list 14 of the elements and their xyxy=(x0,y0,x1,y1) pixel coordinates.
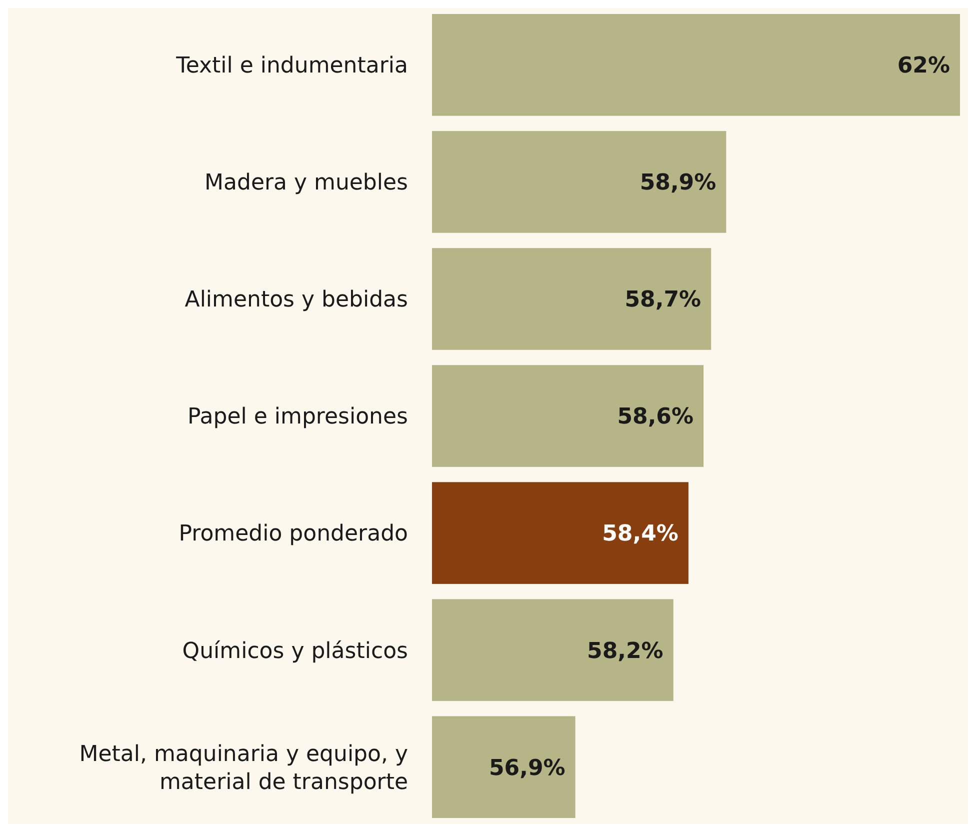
y-tick-label: Papel e impresiones xyxy=(188,404,408,430)
data-label: 58,6% xyxy=(617,404,694,430)
data-label: 58,4% xyxy=(602,522,678,547)
data-label: 62% xyxy=(897,54,950,79)
y-tick-label: Alimentos y bebidas xyxy=(184,288,408,313)
y-tick-label: Textil e indumentaria xyxy=(175,54,408,79)
data-label: 58,7% xyxy=(624,288,702,313)
data-label: 56,9% xyxy=(488,756,566,781)
y-tick-label: Madera y muebles xyxy=(204,170,408,196)
y-tick-label: Químicos y plásticos xyxy=(182,638,408,664)
data-label: 58,2% xyxy=(587,638,664,664)
y-tick-label: Promedio ponderado xyxy=(178,522,408,547)
data-label: 58,9% xyxy=(640,170,716,196)
y-tick-label: Metal, maquinaria y equipo, y material de transporte xyxy=(79,742,408,795)
